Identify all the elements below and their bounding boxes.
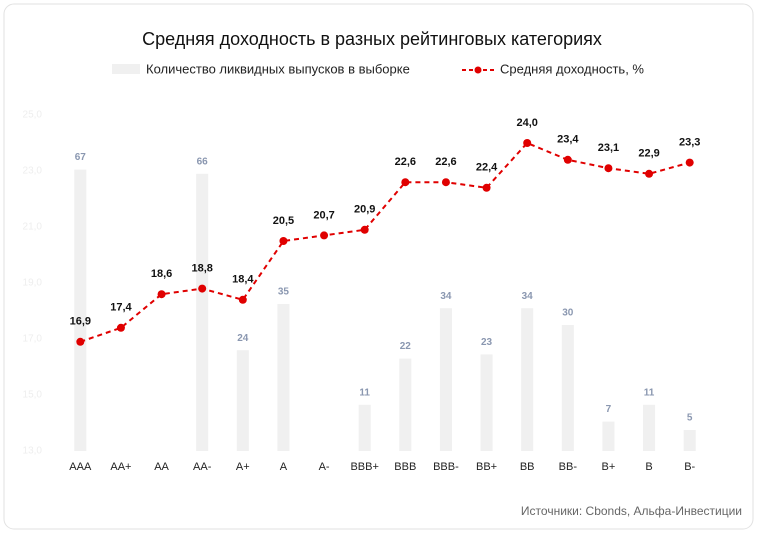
bar: [602, 421, 615, 451]
line-label: 18,6: [151, 268, 172, 280]
line-label: 20,7: [313, 209, 334, 221]
line-label: 17,4: [110, 302, 132, 314]
y-tick-label: 25,0: [23, 110, 43, 121]
bar: [521, 308, 534, 451]
line-marker: [157, 290, 166, 299]
bar: [643, 404, 656, 451]
chart-title: Средняя доходность в разных рейтинговых …: [142, 29, 602, 49]
line-label: 22,6: [435, 156, 456, 168]
line-marker: [116, 323, 125, 332]
bar: [683, 430, 696, 451]
line-marker: [401, 178, 410, 187]
x-tick-label: BBB: [394, 461, 416, 473]
x-tick-label: B+: [602, 461, 616, 473]
x-tick-label: BB: [520, 461, 535, 473]
y-tick-label: 17,0: [23, 334, 43, 345]
line-label: 24,0: [516, 117, 537, 129]
bar-label: 35: [278, 287, 290, 298]
line-label: 20,5: [273, 215, 294, 227]
line-marker: [645, 169, 654, 178]
legend-label: Количество ликвидных выпусков в выборке: [146, 61, 410, 76]
bar: [399, 358, 412, 451]
y-tick-label: 21,0: [23, 222, 43, 233]
bar: [74, 169, 87, 451]
line-marker: [76, 337, 85, 346]
line-label: 22,9: [638, 148, 659, 160]
line-marker: [685, 158, 694, 167]
line: [79, 141, 690, 343]
bar: [196, 173, 209, 452]
x-tick-label: B: [645, 461, 652, 473]
line-marker: [441, 178, 450, 187]
line-label: 18,4: [232, 274, 254, 286]
bar-label: 7: [606, 404, 612, 415]
line-marker: [238, 295, 247, 304]
x-tick-label: BBB+: [350, 461, 378, 473]
x-tick-label: BB-: [559, 461, 578, 473]
line-label: 16,9: [70, 316, 91, 328]
line-marker: [563, 155, 572, 164]
x-tick-label: BBB-: [433, 461, 459, 473]
line-marker: [523, 139, 532, 147]
line-marker: [482, 183, 491, 192]
bar: [277, 304, 290, 451]
bar-label: 23: [481, 337, 493, 348]
source: Источники: Cbonds, Альфа-Инвестиции: [521, 504, 742, 518]
x-tick-label: AA-: [193, 461, 212, 473]
x-tick-label: AA: [154, 461, 169, 473]
line-label: 22,6: [395, 156, 416, 168]
bar-label: 34: [522, 291, 534, 302]
line-marker: [198, 284, 207, 293]
y-tick-label: 15,0: [23, 390, 43, 401]
bar-label: 5: [687, 413, 693, 424]
x-tick-label: AAA: [69, 461, 92, 473]
x-tick-label: AA+: [110, 461, 131, 473]
bar-label: 11: [644, 387, 655, 398]
legend-marker: [474, 66, 482, 74]
line-label: 23,1: [598, 142, 619, 154]
legend-label: Средняя доходность, %: [500, 61, 644, 76]
x-tick-label: A-: [319, 461, 330, 473]
bar-label: 66: [197, 156, 209, 167]
line-marker: [604, 164, 613, 173]
bar-label: 30: [562, 308, 574, 319]
line-label: 23,4: [557, 134, 579, 146]
line-marker: [360, 225, 369, 234]
line-label: 20,9: [354, 204, 375, 216]
bar-label: 34: [440, 291, 452, 302]
x-tick-label: A: [280, 461, 288, 473]
card: [3, 3, 754, 530]
bar: [439, 308, 452, 451]
line-label: 18,8: [191, 263, 212, 275]
bar: [236, 350, 249, 451]
line-marker: [279, 237, 288, 245]
x-tick-label: B-: [684, 461, 695, 473]
bar: [480, 354, 493, 451]
x-tick-label: BB+: [476, 461, 497, 473]
bar-label: 24: [237, 333, 249, 344]
y-tick-label: 23,0: [23, 166, 43, 177]
y-tick-label: 13,0: [23, 446, 43, 457]
bar-label: 67: [75, 152, 87, 163]
line-marker: [320, 231, 329, 240]
line-label: 23,3: [679, 137, 700, 149]
bar-label: 11: [359, 387, 370, 398]
y-tick-label: 19,0: [23, 278, 43, 289]
bar-label: 22: [400, 341, 412, 352]
x-tick-label: A+: [236, 461, 250, 473]
legend-swatch-bar: [112, 64, 140, 74]
bar: [358, 404, 371, 451]
bar: [561, 325, 574, 451]
line-label: 22,4: [476, 162, 498, 174]
